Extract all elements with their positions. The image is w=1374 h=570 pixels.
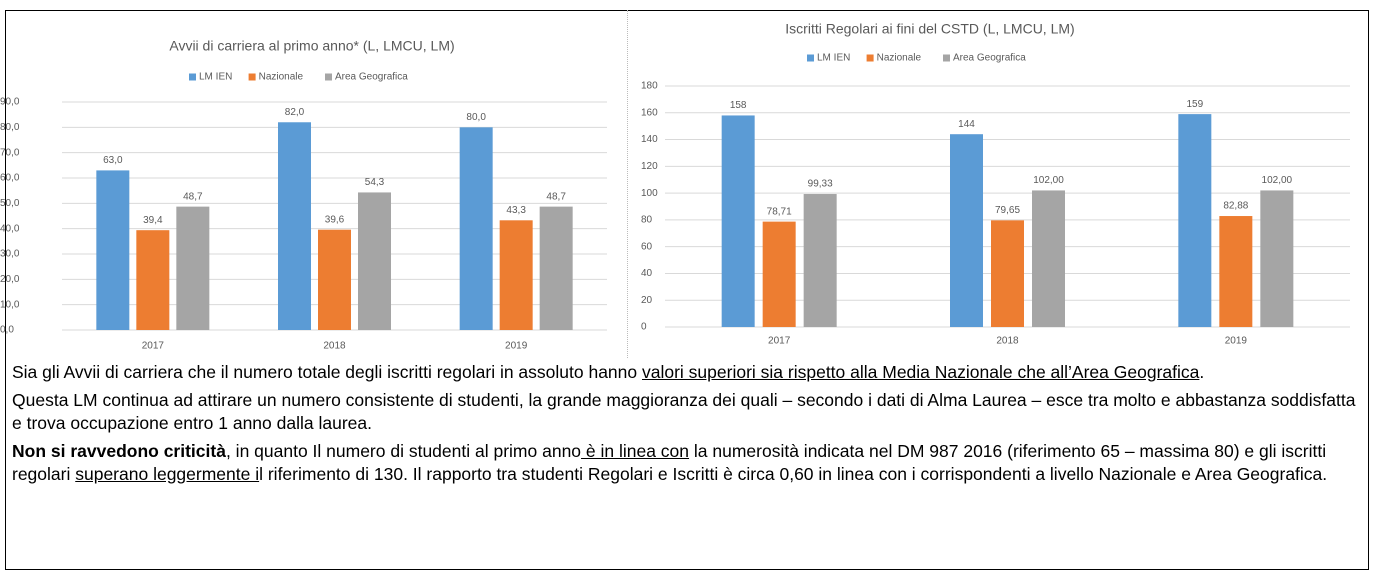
text-run: , in quanto Il numero di studenti al pri… [225,441,582,461]
bar [803,194,837,327]
data-label: 80,0 [466,112,486,123]
data-label: 63,0 [103,155,123,166]
chart-title: Avvii di carriera al primo anno* (L, LMC… [169,38,454,54]
bar [136,230,170,330]
bar [762,221,796,327]
data-label: 48,7 [183,191,203,202]
bar [1219,216,1253,327]
y-tick-label: 60 [641,241,653,252]
legend-label: LM IEN [199,72,232,83]
bar [1178,114,1212,327]
x-tick-label: 2019 [505,341,528,352]
legend-label: Nazionale [259,72,304,83]
bar [459,127,493,330]
bar [358,192,391,330]
data-label: 43,3 [506,205,526,216]
bar [539,206,573,330]
data-label: 39,4 [143,215,163,226]
y-tick-label: 90,0 [0,97,20,108]
data-label: 39,6 [325,214,345,225]
chart: Iscritti Regolari ai fini del CSTD (L, L… [641,21,1350,347]
y-tick-label: 80 [641,215,653,226]
bar [721,115,755,327]
divider [627,10,628,358]
y-tick-label: 140 [641,134,658,145]
data-label: 48,7 [546,191,566,202]
bar [1260,190,1294,327]
text-run: . [1199,362,1205,382]
y-tick-label: 80,0 [0,122,20,133]
page: Avvii di carriera al primo anno* (L, LMC… [0,10,1369,570]
x-tick-label: 2018 [323,341,346,352]
bar [1032,190,1065,327]
legend-label: Area Geografica [335,72,408,83]
bar [991,220,1024,327]
text-run: superano leggermente i [75,464,260,484]
legend-swatch [325,73,332,81]
legend-swatch [807,54,814,62]
bar [318,229,351,330]
y-tick-label: 120 [641,161,658,172]
legend-swatch [189,73,196,81]
body-text: Sia gli Avvii di carriera che il numero … [12,361,1364,491]
paragraph: Questa LM continua ad attirare un numero… [12,389,1364,435]
text-run: l riferimento di 130. Il rapporto tra st… [259,464,1328,484]
y-tick-label: 20 [641,295,653,306]
data-label: 54,3 [365,177,385,188]
x-tick-label: 2018 [996,336,1019,347]
y-tick-label: 20,0 [0,274,20,285]
legend-label: Nazionale [877,53,922,64]
y-tick-label: 180 [641,81,658,92]
x-tick-label: 2017 [142,341,165,352]
text-run: Questa LM continua ad attirare un numero… [12,390,1356,433]
text-run: valori superiori sia rispetto alla Media… [642,362,1200,382]
y-tick-label: 0,0 [0,325,14,336]
data-label: 159 [1186,99,1203,110]
data-label: 79,65 [995,205,1020,216]
y-tick-label: 10,0 [0,299,20,310]
text-run: è in linea con [581,441,690,461]
data-label: 99,33 [808,179,833,190]
data-label: 82,88 [1223,201,1248,212]
bar [499,220,533,330]
data-label: 102,00 [1033,175,1064,186]
data-label: 144 [958,119,975,130]
data-label: 158 [730,100,747,111]
bar [278,122,311,331]
data-label: 102,00 [1262,175,1293,186]
chart-title: Iscritti Regolari ai fini del CSTD (L, L… [785,21,1074,37]
y-tick-label: 0 [641,322,647,333]
paragraph: Non si ravvedono criticità, in quanto Il… [12,440,1364,486]
data-label: 82,0 [285,107,305,118]
y-tick-label: 60,0 [0,173,20,184]
x-tick-label: 2017 [768,336,791,347]
y-tick-label: 50,0 [0,198,20,209]
chart: Avvii di carriera al primo anno* (L, LMC… [0,38,607,352]
legend-swatch [866,54,874,62]
y-tick-label: 30,0 [0,249,20,260]
y-tick-label: 40 [641,268,653,279]
y-tick-label: 160 [641,107,658,118]
bar [950,134,983,327]
legend-swatch [943,54,950,62]
legend-swatch [248,73,256,81]
legend-label: Area Geografica [953,53,1026,64]
y-tick-label: 100 [641,188,658,199]
text-run: Sia gli Avvii di carriera che il numero … [12,362,642,382]
text-run: Non si ravvedono criticità [12,441,226,461]
paragraph: Sia gli Avvii di carriera che il numero … [12,361,1364,384]
bar [96,170,130,330]
x-tick-label: 2019 [1225,336,1248,347]
legend-label: LM IEN [817,53,850,64]
data-label: 78,71 [767,206,792,217]
text-run: la numerosità indicata nel DM 987 2016 (… [12,441,1327,484]
bar [176,206,210,330]
y-tick-label: 40,0 [0,223,20,234]
y-tick-label: 70,0 [0,147,20,158]
